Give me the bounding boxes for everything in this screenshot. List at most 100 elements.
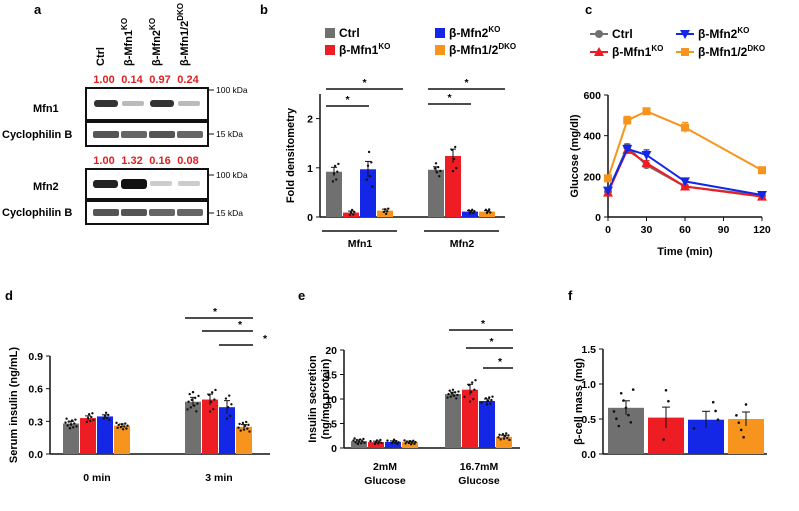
- chart-b-bar-Mfn2-dko: [479, 211, 495, 217]
- chart-d-dot-1-1-5: [213, 398, 216, 401]
- chart-d-dot-0-3-7: [115, 421, 118, 425]
- chart-d-dot-1-3-2: [243, 424, 247, 428]
- chart-c-point-dko-0: [604, 174, 612, 183]
- lane-header-0: Ctrl: [95, 47, 107, 66]
- chart-c-ytick-label-3: 600: [583, 90, 601, 102]
- chart-f-ylabel: β-cell mass (mg): [573, 358, 585, 445]
- chart-e-dot-0-0-8: [353, 437, 356, 440]
- chart-e-dot-1-1-0: [467, 383, 471, 387]
- chart-f-ytick-label-1: 0.5: [581, 414, 596, 426]
- chart-e-bar-16.7mM-dko: [496, 436, 512, 448]
- chart-c-point-dko-1: [623, 116, 632, 125]
- chart-e-dot-0-0-10: [355, 438, 358, 442]
- chart-e-dot-1-0-10: [449, 395, 452, 398]
- mfn2-ratios: 1.00 1.32 0.16 0.08: [93, 155, 198, 167]
- chart-d-dot-1-0-3: [194, 396, 197, 400]
- chart-d-ytick-label-2: 0.6: [28, 384, 43, 396]
- chart-b-dot-0-2-4: [370, 161, 373, 164]
- chart-e-dot-0-3-3: [411, 441, 414, 444]
- chart-f-dot-1-0: [662, 438, 665, 441]
- chart-e-dot-1-2-6: [491, 395, 494, 398]
- chart-c-xtick-label-2: 60: [679, 224, 691, 236]
- chart-b-dot-0-3-1: [383, 208, 387, 211]
- chart-e-dot-1-0-11: [450, 392, 454, 395]
- chart-e-dot-0-2-4: [395, 439, 398, 443]
- chart-d-dot-1-2-4: [229, 414, 232, 418]
- chart-d-bar-3 min-dko: [236, 426, 252, 454]
- chart-d-dot-1-2-3: [228, 394, 231, 397]
- chart-d-dot-0-1-5: [91, 412, 94, 415]
- chart-e-dot-0-0-5: [362, 437, 365, 441]
- lane-header-2-sup: KO: [148, 18, 157, 30]
- chart-e-dot-0-0-1: [357, 440, 361, 443]
- chart-c-ytick-label-0: 0: [595, 212, 601, 224]
- chart-f-dot-2-3: [692, 427, 696, 430]
- chart-d-dot-1-0-11: [190, 398, 194, 402]
- chart-b-dot-1-3-3: [488, 208, 491, 211]
- chart-e-dot-0-2-5: [396, 442, 399, 446]
- chart-b-dot-1-2-4: [472, 211, 475, 215]
- chart-e-dot-1-1-6: [474, 379, 477, 382]
- lane-header-0-main: Ctrl: [95, 47, 107, 66]
- chart-c-ytick-label-1: 200: [583, 171, 601, 183]
- row-label-cyclophilin-1: Cyclophilin B: [2, 129, 72, 141]
- mfn1-ratio-1: 0.14: [121, 74, 143, 86]
- chart-d-dot-0-3-4: [124, 422, 127, 425]
- legend-b-label-0: Ctrl: [339, 26, 360, 40]
- chart-d-dot-1-1-1: [208, 410, 212, 413]
- chart-e-ytick-label-3: 15: [325, 370, 337, 382]
- lane-header-2-main: β-Mfn2: [151, 30, 163, 66]
- chart-d-dot-1-0-8: [187, 400, 190, 403]
- chart-d-dot-0-1-3: [89, 419, 92, 423]
- panel-a-label: a: [34, 2, 42, 17]
- chart-e: 0 5 10 15 20 Insulin secretion (ng/mg protein)…: [307, 318, 520, 487]
- chart-d-dot-0-2-5: [108, 418, 111, 422]
- blot-cyclophilin-2: [85, 200, 209, 225]
- chart-d-dot-1-0-12: [191, 390, 195, 394]
- chart-b-dot-0-0-4: [336, 170, 339, 173]
- chart-d-dot-0-0-12: [69, 423, 73, 426]
- chart-e-dot-0-2-6: [397, 441, 400, 444]
- chart-c-xtick-label-1: 30: [641, 224, 653, 236]
- chart-d-dot-0-3-5: [125, 427, 128, 430]
- legend-b-swatch-2: [325, 45, 335, 55]
- chart-b-dot-1-0-2: [435, 171, 439, 174]
- chart-f-ytick-label-3: 1.5: [581, 344, 596, 356]
- legend-b-label-1: β-Mfn2KO: [449, 25, 500, 40]
- chart-d-dot-1-0-5: [196, 402, 199, 405]
- chart-e-dot-0-0-4: [361, 439, 364, 443]
- chart-d-dot-0-0-11: [68, 427, 72, 430]
- chart-e-dot-0-1-3: [377, 442, 380, 445]
- legend-c-label-1-sup: KO: [737, 26, 749, 35]
- chart-b-dot-0-2-0: [365, 178, 369, 181]
- chart-f-dot-0-2: [617, 424, 621, 428]
- chart-d-dot-1-1-3: [211, 391, 214, 394]
- chart-e-ytick-label-1: 5: [331, 419, 337, 431]
- legend-c-label-2: β-Mfn1KO: [612, 44, 663, 59]
- chart-e-ytick-label-2: 10: [325, 394, 337, 406]
- chart-e-dot-1-3-1: [502, 437, 506, 440]
- chart-e-dot-0-1-4: [378, 440, 381, 443]
- chart-e-dot-0-0-7: [352, 439, 355, 442]
- chart-d-dot-1-0-4: [195, 410, 198, 413]
- chart-d-dot-1-3-9: [239, 429, 242, 432]
- chart-c-point-ko2-3: [680, 177, 690, 187]
- chart-e-dot-0-3-5: [413, 442, 416, 446]
- chart-b-dot-1-0-4: [438, 175, 441, 178]
- chart-b-dot-0-3-0: [382, 210, 386, 214]
- chart-d-sig-star-0: *: [213, 306, 218, 318]
- chart-f-dot-0-8: [631, 388, 635, 391]
- chart-b-dot-1-2-3: [471, 208, 474, 212]
- chart-b-dot-1-0-0: [433, 167, 437, 170]
- chart-c-ylabel: Glucose (mg/dl): [569, 114, 581, 197]
- legend-b-label-1-sup: KO: [488, 25, 500, 34]
- marker-100kda-2: 100 kDa: [216, 170, 248, 180]
- chart-d-dot-0-3-8: [116, 426, 119, 430]
- chart-d-dot-1-1-6: [214, 388, 217, 392]
- legend-b-swatch-3: [435, 45, 445, 55]
- chart-e-dot-1-3-9: [499, 438, 502, 441]
- chart-d: 0.0 0.3 0.6 0.9 Serum insulin (ng/mL) 0 min 3 …: [8, 306, 270, 484]
